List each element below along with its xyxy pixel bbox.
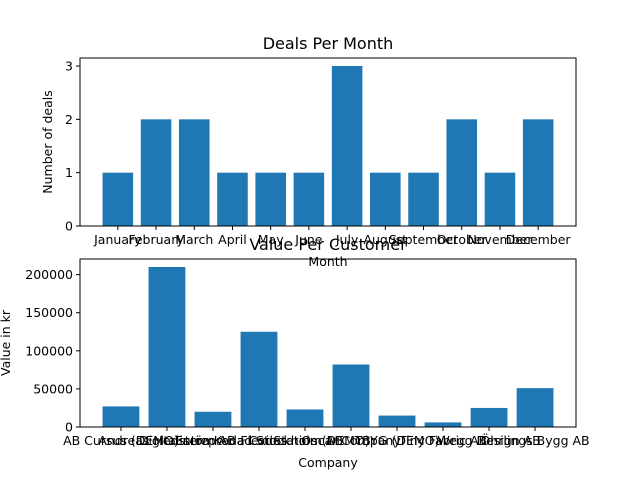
bar — [522, 119, 554, 226]
bar — [255, 172, 286, 226]
bar — [102, 406, 140, 427]
bar-group — [102, 66, 554, 226]
x-tick-label: Tiny Fabric AB — [398, 433, 487, 448]
bar — [446, 119, 478, 226]
y-tick-label: 3 — [65, 59, 73, 74]
plot-frame — [79, 258, 577, 428]
bar-group — [102, 267, 554, 427]
y-tick-label: 200000 — [25, 267, 73, 282]
y-axis-ticks: 0 1 2 3 — [65, 59, 80, 234]
y-tick-label: 0 — [65, 219, 73, 234]
bar — [240, 331, 278, 427]
y-tick-label: 100000 — [25, 343, 73, 358]
x-tick-label: Flexi Station (DEMO) — [240, 433, 369, 448]
x-tick-label: April — [218, 232, 247, 247]
x-tick-label: Digitalisera Koda Codes — [139, 433, 287, 448]
bar — [424, 422, 462, 427]
bar — [408, 172, 439, 226]
x-tick-label: July — [335, 232, 359, 247]
x-tick-label: September — [389, 232, 459, 247]
bar — [194, 411, 232, 427]
bar — [293, 172, 325, 226]
y-tick-label: 1 — [65, 165, 73, 180]
x-tick-label: Andreas Hedström AB — [98, 433, 235, 448]
x-tick-label: November — [467, 232, 533, 247]
y-axis-label: Number of deals — [40, 90, 55, 193]
x-tick-label: February — [128, 232, 184, 247]
x-tick-label: Öhrlings Bygg AB — [480, 432, 589, 448]
y-tick-label: 2 — [65, 112, 73, 127]
y-tick-label: 150000 — [25, 305, 73, 320]
x-tick-label: TBYG (DEMO) — [354, 433, 440, 448]
y-axis-ticks: 0 50000 100000 150000 200000 — [25, 267, 80, 435]
x-tick-label: January — [93, 232, 142, 247]
bar — [332, 364, 370, 427]
chart-title: Deals Per Month — [263, 34, 394, 53]
y-tick-label: 0 — [65, 420, 73, 435]
x-tick-label: August — [363, 232, 407, 247]
deals-per-month-chart: Deals Per Month 0 1 2 3 JanuaryFebruaryMarc… — [40, 34, 577, 269]
x-tick-label: October — [437, 232, 488, 247]
bar — [140, 119, 172, 226]
x-tick-label: AB Cursus (DEMO) — [63, 433, 179, 448]
x-tick-label: Entreprenad Stockholm AB — [175, 433, 343, 448]
bar — [516, 388, 554, 427]
x-tick-label: Oscar Company — [301, 433, 401, 448]
x-tick-label: March — [175, 232, 213, 247]
bar — [370, 172, 401, 226]
y-axis-label: Value in kr — [0, 309, 13, 376]
x-axis-ticks: AB Cursus (DEMO)Andreas Hedström ABDigit… — [63, 427, 590, 448]
y-tick-label: 50000 — [33, 381, 73, 396]
chart-title: Value Per Customer — [249, 235, 407, 254]
bar — [148, 267, 186, 427]
x-tick-label: June — [294, 232, 323, 247]
bar — [331, 66, 363, 226]
plot-frame — [79, 57, 577, 227]
bar — [378, 415, 416, 427]
bar — [178, 119, 210, 226]
x-tick-label: Wegg Design AB — [437, 433, 540, 448]
x-tick-label: December — [506, 232, 572, 247]
bar — [484, 172, 516, 226]
x-tick-label: May — [258, 232, 284, 247]
bar — [470, 407, 508, 427]
bar — [286, 409, 324, 427]
bar — [217, 172, 248, 226]
value-per-customer-chart: 0 50000 100000 150000 200000 AB Cursus (DEMO… — [0, 235, 590, 470]
x-axis-label: Month — [308, 254, 347, 269]
x-axis-label: Company — [298, 455, 358, 470]
bar — [102, 172, 134, 226]
